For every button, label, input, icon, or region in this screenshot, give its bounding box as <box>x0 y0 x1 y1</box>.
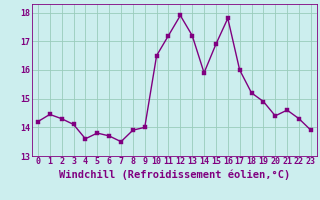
X-axis label: Windchill (Refroidissement éolien,°C): Windchill (Refroidissement éolien,°C) <box>59 169 290 180</box>
